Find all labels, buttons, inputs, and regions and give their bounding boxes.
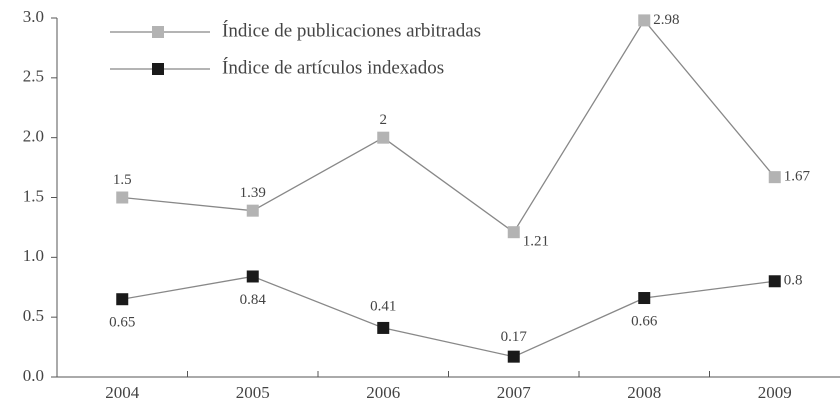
point (507, 350, 520, 363)
x-tick-label: 2006 (366, 383, 400, 402)
data-label: 1.39 (240, 185, 266, 201)
data-label: 1.67 (784, 169, 811, 185)
y-tick-label: 1.5 (23, 186, 44, 205)
data-label: 2 (380, 112, 388, 128)
y-tick-label: 3.0 (23, 7, 44, 26)
data-label: 2.98 (653, 12, 679, 28)
x-tick-label: 2009 (758, 383, 792, 402)
x-tick-label: 2005 (236, 383, 270, 402)
legend-marker (152, 26, 164, 38)
data-label: 0.17 (501, 329, 528, 345)
point (507, 226, 520, 239)
point (246, 270, 259, 283)
point (638, 14, 651, 27)
legend-marker (152, 63, 164, 75)
point (768, 171, 781, 184)
point (116, 293, 129, 306)
series-line (122, 275, 775, 358)
x-tick-label: 2008 (627, 383, 661, 402)
legend-label: Índice de publicaciones arbitradas (222, 19, 481, 41)
legend-label: Índice de artículos indexados (222, 56, 444, 78)
point (377, 131, 390, 144)
data-label: 0.65 (109, 315, 135, 331)
data-label: 0.66 (631, 313, 658, 329)
series-line (122, 19, 776, 234)
point (116, 191, 129, 204)
x-tick-label: 2004 (105, 383, 140, 402)
data-label: 0.41 (370, 298, 396, 314)
y-tick-label: 2.0 (23, 127, 44, 146)
y-tick-label: 2.5 (23, 67, 44, 86)
y-tick-label: 0.5 (23, 306, 44, 325)
x-tick-label: 2007 (497, 383, 532, 402)
point (638, 292, 651, 305)
data-label: 0.84 (240, 292, 267, 308)
point (246, 204, 259, 217)
data-label: 0.8 (784, 273, 803, 289)
data-label: 1.21 (523, 234, 549, 250)
y-tick-label: 0.0 (23, 366, 44, 385)
y-tick-label: 1.0 (23, 246, 44, 265)
point (377, 321, 390, 334)
data-label: 1.5 (113, 172, 132, 188)
point (768, 275, 781, 288)
